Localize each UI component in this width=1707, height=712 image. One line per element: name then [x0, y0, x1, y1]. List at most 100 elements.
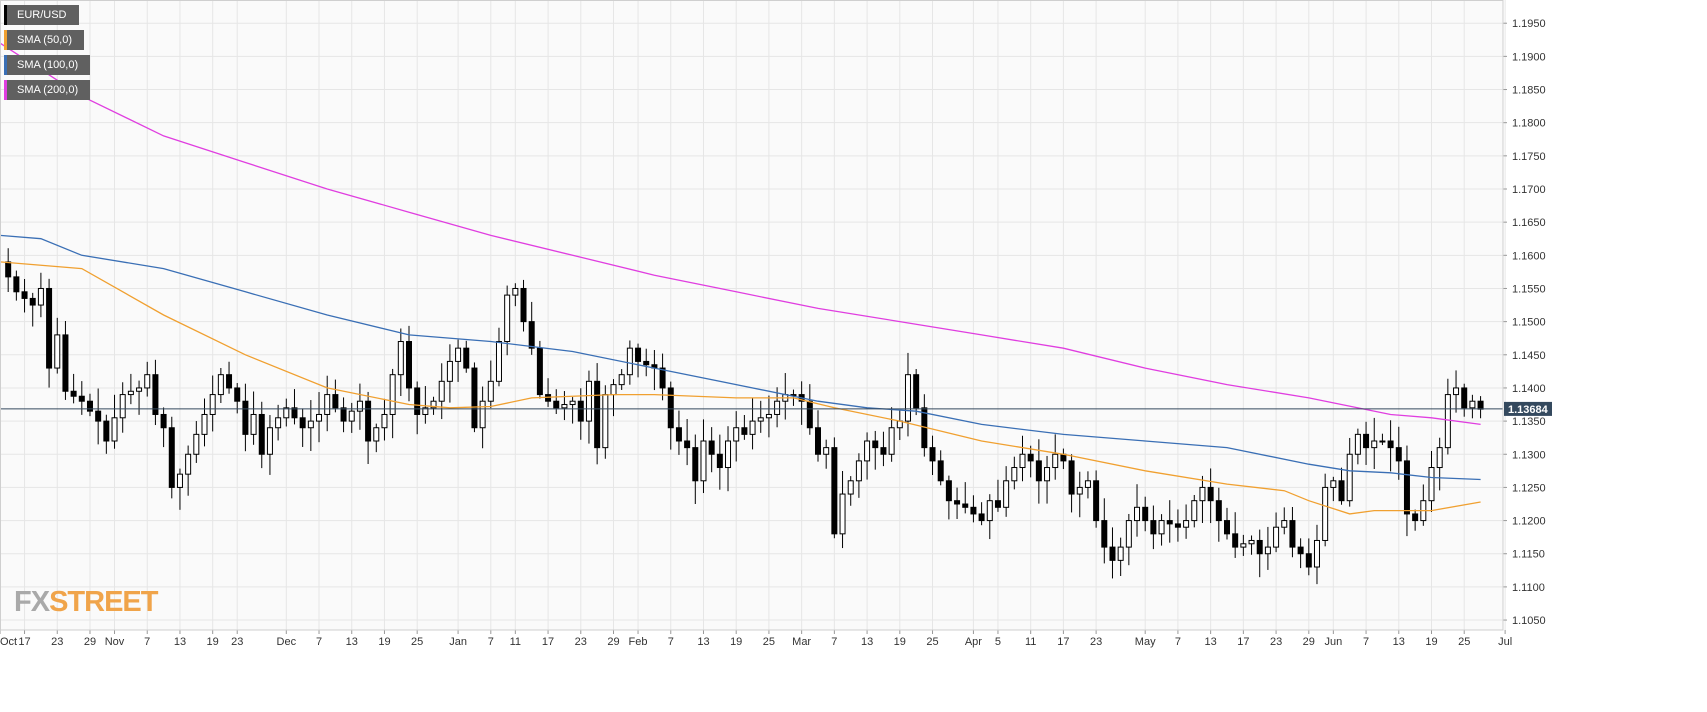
candle-body	[234, 387, 241, 402]
x-tick-label: 25	[926, 636, 938, 648]
candle-body	[201, 413, 208, 435]
candle-body	[70, 390, 77, 397]
candle-body	[119, 394, 126, 419]
candle-body	[504, 294, 511, 343]
candle-body	[1469, 400, 1476, 409]
candle-body	[283, 407, 290, 419]
candle-body	[1027, 453, 1034, 462]
candle-body	[1305, 553, 1312, 568]
x-tick-label: 29	[607, 636, 619, 648]
candle-body	[847, 480, 854, 495]
candle-body	[1207, 486, 1214, 502]
candle-body	[553, 400, 560, 409]
x-tick-label: Mar	[792, 636, 811, 648]
current-price-badge	[1504, 401, 1552, 416]
candles	[5, 248, 1484, 585]
candle-body	[62, 334, 69, 392]
candle-body	[1093, 480, 1100, 522]
candle-body	[594, 380, 601, 449]
legend-item-sma200[interactable]: SMA (200,0)	[4, 80, 91, 100]
candle-body	[806, 400, 813, 429]
candle-body	[585, 380, 592, 422]
y-tick-label: 1.1300	[1512, 449, 1546, 461]
candle-body	[1412, 513, 1419, 522]
x-tick-label: 25	[411, 636, 423, 648]
y-tick-label: 1.1600	[1512, 250, 1546, 262]
y-tick-label: 1.1100	[1512, 582, 1545, 594]
y-tick-label: 1.1150	[1512, 549, 1545, 561]
candle-body	[986, 500, 993, 522]
candle-body	[1101, 520, 1108, 548]
candle-body	[536, 347, 543, 396]
x-tick-label: Jun	[1324, 636, 1342, 648]
x-tick-label: 13	[861, 636, 873, 648]
candle-body	[21, 291, 28, 299]
candle-body	[1461, 387, 1468, 409]
candle-body	[1371, 440, 1378, 449]
candle-body	[1403, 460, 1410, 515]
y-tick-label: 1.1850	[1512, 85, 1546, 97]
x-tick-label: 23	[575, 636, 587, 648]
legend-item-sma100[interactable]: SMA (100,0)	[4, 55, 91, 75]
candle-body	[765, 413, 772, 419]
candle-body	[1076, 486, 1083, 495]
legend-swatch	[4, 30, 7, 50]
x-tick-label: 19	[730, 636, 742, 648]
candle-body	[904, 374, 911, 422]
x-tick-label: 13	[1393, 636, 1405, 648]
y-tick-label: 1.1800	[1512, 118, 1546, 130]
candle-body	[913, 374, 920, 409]
candle-body	[356, 400, 363, 412]
y-tick-label: 1.1050	[1512, 615, 1546, 627]
candle-body	[749, 420, 756, 435]
candle-body	[945, 480, 952, 502]
legend-swatch	[4, 80, 7, 100]
candle-body	[95, 410, 102, 422]
legend-label: SMA (50,0)	[17, 34, 73, 46]
candle-body	[520, 287, 527, 323]
candle-body	[733, 427, 740, 442]
candle-body	[1068, 460, 1075, 495]
candle-body	[1150, 520, 1157, 535]
plot-frame	[0, 0, 1504, 631]
legend-item-sma50[interactable]: SMA (50,0)	[4, 30, 85, 50]
legend-item-eurusd[interactable]: EUR/USD	[4, 5, 79, 25]
candle-body	[741, 427, 748, 435]
x-tick-label: 17	[1057, 636, 1069, 648]
candle-body	[1379, 440, 1386, 443]
x-tick-label: 19	[207, 636, 219, 648]
x-tick-label: 25	[763, 636, 775, 648]
candle-body	[1330, 480, 1337, 488]
x-tick-label: 19	[1425, 636, 1437, 648]
plot-background	[0, 0, 1503, 630]
candle-body	[708, 440, 715, 455]
x-tick-label: 13	[697, 636, 709, 648]
candle-body	[1044, 467, 1051, 482]
candle-body	[78, 395, 85, 402]
candle-body	[1256, 539, 1263, 555]
legend-label: SMA (200,0)	[17, 84, 79, 96]
candle-body	[1174, 523, 1181, 528]
x-tick-label: Nov	[105, 636, 125, 648]
candle-body	[528, 321, 535, 349]
candle-body	[1035, 460, 1042, 482]
candle-body	[725, 440, 732, 469]
candle-body	[1183, 520, 1190, 528]
candle-body	[160, 413, 167, 429]
candle-body	[864, 440, 871, 462]
candle-body	[659, 367, 666, 389]
sma-200-line	[0, 42, 1481, 426]
candle-body	[1134, 506, 1141, 522]
candle-body	[446, 360, 453, 382]
logo-part-fx: FX	[14, 586, 50, 618]
axes: 1.1950 1.1900 1.1850 1.1800 1.1750 1.1700 1.16…	[0, 0, 1552, 648]
x-tick-label: Jan	[449, 636, 467, 648]
candle-body	[487, 380, 494, 402]
candle-body	[643, 360, 650, 366]
candle-body	[823, 447, 830, 455]
x-tick-label: 23	[231, 636, 243, 648]
x-tick-label: 17	[1237, 636, 1249, 648]
y-tick-label: 1.1450	[1512, 350, 1546, 362]
candle-body	[1273, 526, 1280, 548]
x-tick-label: 7	[488, 636, 494, 648]
